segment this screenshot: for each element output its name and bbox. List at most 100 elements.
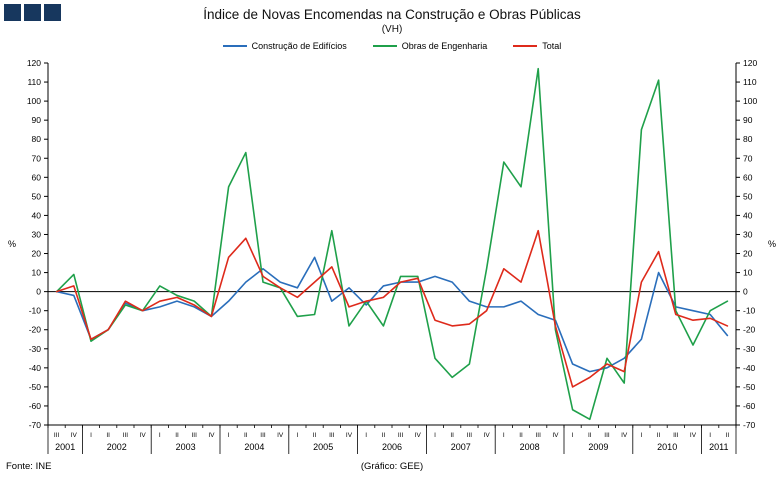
y-tick-label-left: 20 xyxy=(32,249,42,259)
y-tick-label-right: 120 xyxy=(743,58,757,68)
y-axis-title-right: % xyxy=(768,239,776,249)
y-tick-label-left: 110 xyxy=(27,77,41,87)
quarter-label: II xyxy=(175,432,179,439)
quarter-label: IV xyxy=(415,432,422,439)
quarter-label: II xyxy=(726,432,730,439)
credit-note: (Gráfico: GEE) xyxy=(360,461,424,472)
y-tick-label-left: -30 xyxy=(29,344,42,354)
quarter-label: IV xyxy=(208,432,215,439)
y-tick-label-right: 20 xyxy=(743,249,753,259)
y-tick-label-right: 80 xyxy=(743,134,753,144)
y-tick-label-left: 80 xyxy=(32,134,42,144)
y-tick-label-left: -70 xyxy=(29,420,42,430)
year-label: 2006 xyxy=(382,442,402,452)
year-label: 2008 xyxy=(520,442,540,452)
series-line-obras-de-engenharia xyxy=(55,67,729,421)
axes: -70 -70 -60 -60 -50 -50 -40 -40 -30 -30 -20 -20 -10 -… xyxy=(27,58,758,430)
y-tick-label-right: 40 xyxy=(743,210,753,220)
quarter-label: II xyxy=(382,432,386,439)
legend-swatch xyxy=(372,45,397,47)
quarter-label: IV xyxy=(346,432,353,439)
quarter-label: II xyxy=(450,432,454,439)
chart-subtitle: (VH) xyxy=(381,24,403,35)
y-tick-label-right: -10 xyxy=(743,306,756,316)
y-tick-label-left: 70 xyxy=(32,153,42,163)
logo-squares xyxy=(4,4,61,21)
quarter-label: I xyxy=(503,432,505,439)
year-label: 2004 xyxy=(244,442,264,452)
quarter-label: IV xyxy=(552,432,559,439)
legend-label: Construção de Edifícios xyxy=(251,41,347,51)
quarter-label: I xyxy=(159,432,161,439)
legend-swatch xyxy=(513,45,538,47)
legend-item: Construção de Edifícios xyxy=(222,41,347,51)
logo-square-icon xyxy=(4,4,21,21)
legend-item: Obras de Engenharia xyxy=(372,41,488,51)
logo-square-icon xyxy=(24,4,41,21)
year-label: 2002 xyxy=(107,442,127,452)
y-tick-label-right: -30 xyxy=(743,344,756,354)
y-tick-label-left: -10 xyxy=(29,306,42,316)
quarter-label: I xyxy=(365,432,367,439)
y-tick-label-right: 100 xyxy=(743,96,757,106)
y-tick-label-right: 0 xyxy=(743,287,748,297)
y-tick-label-left: 0 xyxy=(36,287,41,297)
y-tick-label-right: 50 xyxy=(743,191,753,201)
logo-square-icon xyxy=(44,4,61,21)
year-label: 2001 xyxy=(55,442,75,452)
y-tick-label-right: 70 xyxy=(743,153,753,163)
quarter-label: III xyxy=(673,432,679,439)
quarter-label: IV xyxy=(484,432,491,439)
quarter-label: II xyxy=(106,432,110,439)
series-line-total xyxy=(55,229,729,388)
year-label: 2003 xyxy=(176,442,196,452)
y-tick-label-right: -60 xyxy=(743,401,756,411)
legend-label: Obras de Engenharia xyxy=(401,41,488,51)
y-tick-label-left: -20 xyxy=(29,325,42,335)
legend-item: Total xyxy=(513,41,561,51)
quarter-label: IV xyxy=(277,432,284,439)
y-tick-label-right: -70 xyxy=(743,420,756,430)
source-note: Fonte: INE xyxy=(6,461,52,472)
quarter-label: I xyxy=(228,432,230,439)
quarter-label: IV xyxy=(621,432,628,439)
quarter-label: III xyxy=(535,432,541,439)
year-label: 2010 xyxy=(657,442,677,452)
quarter-label: IV xyxy=(71,432,78,439)
y-tick-label-right: 60 xyxy=(743,172,753,182)
quarter-label: IV xyxy=(690,432,697,439)
y-tick-label-right: 110 xyxy=(743,77,757,87)
y-tick-label-left: 90 xyxy=(32,115,42,125)
quarter-labels: III IV I II III IV I II III IV I II III IV I II III IV I II… xyxy=(54,432,730,439)
y-tick-label-left: 50 xyxy=(32,191,42,201)
y-tick-label-left: 40 xyxy=(32,210,42,220)
quarter-label: II xyxy=(657,432,661,439)
quarter-label: III xyxy=(191,432,197,439)
y-tick-label-right: 90 xyxy=(743,115,753,125)
y-tick-label-left: -60 xyxy=(29,401,42,411)
y-tick-label-left: 100 xyxy=(27,96,41,106)
quarter-label: I xyxy=(90,432,92,439)
quarter-label: I xyxy=(709,432,711,439)
quarter-label: II xyxy=(313,432,317,439)
y-tick-label-left: 60 xyxy=(32,172,42,182)
quarter-label: I xyxy=(640,432,642,439)
quarter-label: III xyxy=(54,432,60,439)
y-axis-title-left: % xyxy=(8,239,16,249)
y-tick-label-right: 10 xyxy=(743,268,753,278)
year-label: 2005 xyxy=(313,442,333,452)
y-tick-label-left: 10 xyxy=(32,268,42,278)
quarter-label: I xyxy=(572,432,574,439)
quarter-label: I xyxy=(434,432,436,439)
legend-swatch xyxy=(222,45,247,47)
quarter-label: I xyxy=(296,432,298,439)
year-labels: 2001 2002 2003 2004 2005 2006 2007 2008 2009 2010… xyxy=(47,425,737,454)
y-tick-label-left: -40 xyxy=(29,363,42,373)
quarter-label: III xyxy=(398,432,404,439)
y-tick-label-left: -50 xyxy=(29,382,42,392)
quarter-label: III xyxy=(329,432,335,439)
legend-label: Total xyxy=(542,41,562,51)
quarter-label: II xyxy=(519,432,523,439)
y-tick-label-left: 120 xyxy=(27,58,41,68)
quarter-label: III xyxy=(260,432,266,439)
